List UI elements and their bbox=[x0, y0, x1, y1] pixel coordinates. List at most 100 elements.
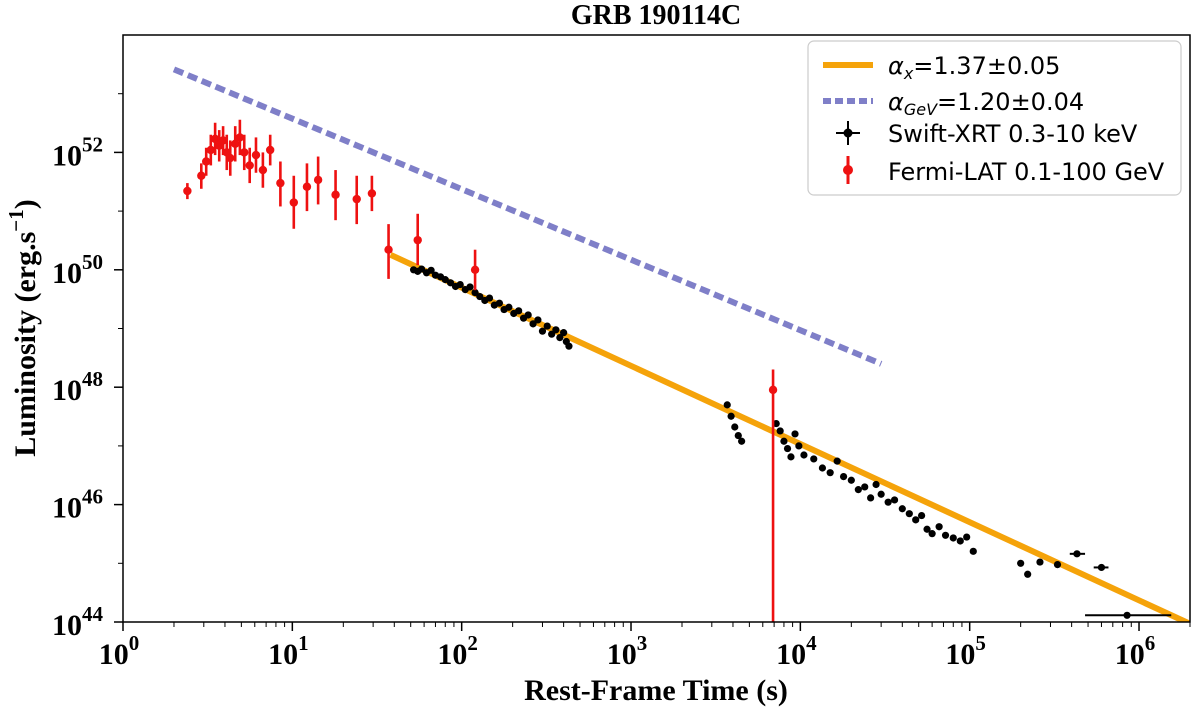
lat-point bbox=[331, 190, 340, 199]
xrt-point bbox=[471, 288, 479, 297]
y-tick-base: 10 bbox=[52, 374, 82, 407]
x-tick-label: 103 bbox=[607, 631, 648, 671]
xrt-point bbox=[890, 496, 899, 504]
x-tick-label: 104 bbox=[776, 631, 817, 671]
xrt-point bbox=[524, 311, 532, 319]
x-tick-base: 10 bbox=[945, 638, 975, 671]
xrt-point bbox=[556, 333, 564, 342]
xrt-point bbox=[456, 280, 464, 289]
lat-point bbox=[313, 175, 323, 185]
y-axis-label-main: Luminosity (erg.s bbox=[9, 232, 42, 457]
y-tick-exp: 52 bbox=[82, 132, 103, 156]
lat-point bbox=[289, 198, 298, 207]
x-tick-base: 10 bbox=[268, 638, 298, 671]
x-tick-base: 10 bbox=[437, 638, 467, 671]
xrt-point bbox=[505, 303, 513, 311]
lat-point bbox=[218, 136, 228, 145]
x-tick-exp: 4 bbox=[806, 631, 817, 655]
chart-title: GRB 190114C bbox=[571, 0, 741, 31]
xrt-point bbox=[898, 505, 906, 513]
legend-alpha-x-value: =1.37±0.05 bbox=[913, 52, 1060, 80]
lat-point bbox=[768, 385, 778, 395]
xrt-point bbox=[731, 423, 739, 431]
y-tick-exp: 44 bbox=[82, 602, 104, 626]
xrt-point bbox=[861, 483, 869, 491]
xrt-point bbox=[884, 498, 892, 506]
lat-point bbox=[197, 171, 206, 180]
x-tick-base: 10 bbox=[99, 638, 129, 671]
xrt-point bbox=[538, 327, 547, 335]
xrt-point bbox=[818, 464, 827, 472]
lat-point bbox=[202, 157, 211, 166]
xrt-point bbox=[783, 444, 792, 453]
xrt-point bbox=[839, 472, 848, 481]
xrt-point bbox=[727, 412, 735, 420]
xrt-point bbox=[780, 437, 788, 445]
xrt-point bbox=[810, 455, 818, 463]
legend: αx=1.37±0.05 αGeV=1.20±0.04 Swift-XRT 0.… bbox=[807, 40, 1182, 196]
legend-alpha-gev-label: αGeV=1.20±0.04 bbox=[888, 88, 1084, 119]
lat-point bbox=[206, 145, 216, 155]
legend-xrt-marker bbox=[843, 128, 853, 138]
fit-line-alpha_GeV bbox=[172, 66, 883, 367]
xrt-point bbox=[787, 453, 795, 461]
y-tick-exp: 48 bbox=[82, 367, 103, 391]
xrt-point bbox=[476, 292, 484, 301]
xrt-point bbox=[734, 431, 742, 440]
xrt-point bbox=[826, 469, 834, 477]
x-tick-base: 10 bbox=[1115, 638, 1145, 671]
y-tick-exp: 50 bbox=[82, 250, 103, 274]
xrt-point bbox=[534, 316, 542, 324]
xrt-point bbox=[776, 427, 784, 435]
x-tick-label: 105 bbox=[945, 631, 986, 671]
x-tick-label: 101 bbox=[268, 631, 309, 671]
y-tick-label: 1046 bbox=[52, 485, 103, 525]
x-tick-exp: 2 bbox=[467, 631, 478, 655]
legend-alpha-gev-sub: GeV bbox=[904, 100, 938, 119]
xrt-point bbox=[923, 525, 931, 533]
xrt-point bbox=[935, 523, 943, 531]
xrt-point bbox=[877, 490, 885, 498]
lat-point bbox=[302, 182, 312, 191]
xrt-point bbox=[949, 534, 957, 542]
lat-point bbox=[245, 161, 254, 170]
y-tick-exp: 46 bbox=[82, 485, 103, 509]
x-tick-label: 102 bbox=[437, 631, 478, 671]
legend-alpha-x-symbol: α bbox=[888, 52, 904, 80]
x-tick-exp: 5 bbox=[975, 631, 986, 655]
y-axis-label-exponent: −1 bbox=[4, 209, 28, 231]
legend-lat-label: Fermi-LAT 0.1-100 GeV bbox=[888, 158, 1165, 186]
xrt-point bbox=[833, 457, 841, 465]
x-tick-exp: 6 bbox=[1145, 631, 1156, 655]
xrt-point bbox=[565, 342, 573, 350]
xrt-point bbox=[941, 531, 950, 539]
y-tick-base: 10 bbox=[52, 257, 82, 290]
lat-point bbox=[210, 134, 220, 144]
lat-point bbox=[251, 150, 261, 160]
lat-point bbox=[470, 265, 480, 274]
y-axis-label: Luminosity (erg.s−1) bbox=[4, 199, 42, 456]
xrt-point bbox=[446, 279, 455, 287]
y-tick-label: 1044 bbox=[52, 602, 104, 642]
legend-lat-marker bbox=[843, 165, 853, 175]
x-axis-ticks: 100 101 102 103 104 105 106 bbox=[99, 622, 1191, 671]
xrt-point bbox=[543, 322, 551, 330]
xrt-point bbox=[1036, 558, 1044, 566]
lat-point bbox=[231, 139, 240, 149]
xrt-point bbox=[800, 451, 808, 459]
xrt-point bbox=[795, 442, 803, 450]
xrt-point bbox=[928, 530, 936, 538]
x-axis-label: Rest-Frame Time (s) bbox=[524, 674, 788, 707]
xrt-point bbox=[738, 437, 746, 445]
xrt-point bbox=[1053, 561, 1062, 569]
y-axis-label-close: ) bbox=[9, 199, 42, 209]
xrt-point bbox=[495, 299, 503, 307]
xrt-point bbox=[854, 486, 862, 494]
legend-alpha-gev-symbol: α bbox=[888, 88, 904, 116]
lat-point bbox=[276, 178, 285, 188]
xrt-point bbox=[485, 294, 494, 302]
xrt-point bbox=[905, 510, 913, 518]
xrt-point bbox=[418, 265, 426, 273]
x-tick-exp: 0 bbox=[129, 631, 140, 655]
